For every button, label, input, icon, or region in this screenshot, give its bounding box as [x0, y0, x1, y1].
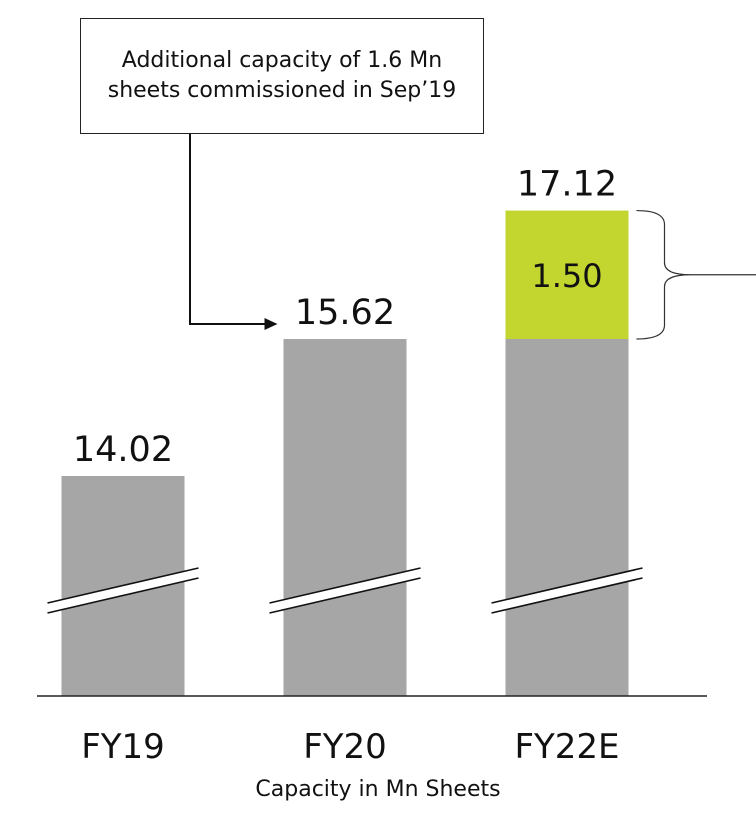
callout-connector-line [189, 134, 268, 325]
increment-brace [636, 209, 691, 340]
value-label-fy20: 15.62 [295, 293, 395, 333]
axis-break-gap-fy19 [47, 568, 199, 613]
axis-break-line-lower-fy19 [47, 577, 199, 614]
category-label-fy22e: FY22E [514, 727, 619, 767]
value-label-fy19: 14.02 [73, 430, 173, 470]
chart-caption: Capacity in Mn Sheets [255, 777, 501, 802]
axis-break-line-upper-fy22e [491, 567, 643, 604]
axis-break-line-upper-fy19 [47, 567, 199, 604]
axis-break-gap-fy20 [269, 568, 421, 613]
bar-fy22e [505, 339, 629, 696]
axis-break-line-lower-fy22e [491, 577, 643, 614]
increment-value-label: 1.50 [531, 257, 602, 295]
value-label-fy22e: 17.12 [517, 165, 617, 205]
callout-text: Additional capacity of 1.6 Mn sheets com… [107, 48, 457, 103]
bar-segment-increment-fy22e [505, 210, 629, 339]
axis-break-gap-fy22e [491, 568, 643, 613]
category-label-fy20: FY20 [303, 727, 387, 767]
axis-break-line-upper-fy20 [269, 567, 421, 604]
bar-fy20 [283, 339, 407, 696]
category-label-fy19: FY19 [81, 727, 165, 767]
axis-break-line-lower-fy20 [269, 577, 421, 614]
capacity-callout-box: Additional capacity of 1.6 Mn sheets com… [80, 18, 484, 134]
callout-arrowhead [264, 318, 278, 330]
